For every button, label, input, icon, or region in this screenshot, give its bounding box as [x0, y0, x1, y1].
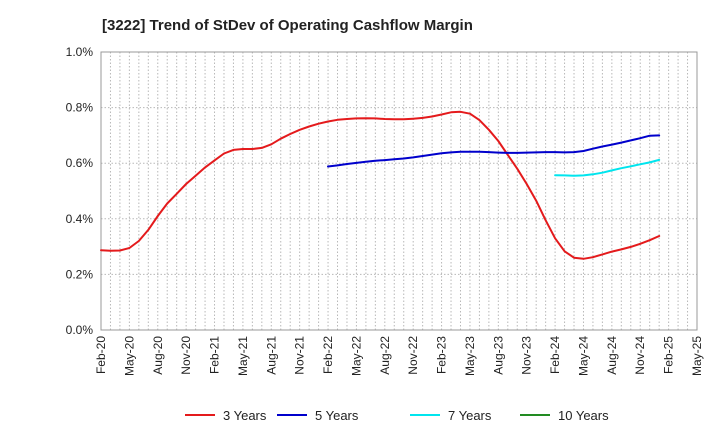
y-axis-ticks: 0.0% 0.2% 0.4% 0.6% 0.8% 1.0%: [66, 45, 94, 337]
chart-title: [3222] Trend of StDev of Operating Cashf…: [102, 17, 473, 34]
x-tick-label: Feb-22: [321, 336, 335, 374]
x-tick-label: May-21: [236, 336, 250, 376]
y-tick-label: 0.0%: [66, 323, 94, 337]
x-tick-label: Feb-20: [94, 336, 108, 374]
y-tick-label: 0.2%: [66, 267, 94, 281]
x-tick-label: Aug-20: [151, 336, 165, 375]
x-tick-label: Nov-21: [293, 336, 307, 375]
x-tick-label: Aug-22: [378, 336, 392, 375]
x-tick-label: Feb-24: [548, 336, 562, 374]
x-axis-ticks: Feb-20 May-20 Aug-20 Nov-20 Feb-21 May-21 Aug-…: [94, 336, 704, 376]
x-tick-label: May-20: [122, 336, 136, 376]
y-tick-label: 1.0%: [66, 45, 94, 59]
y-tick-label: 0.4%: [66, 212, 94, 226]
legend-label-3-years: 3 Years: [223, 408, 267, 423]
x-tick-label: Aug-23: [491, 336, 505, 375]
x-tick-label: Feb-25: [662, 336, 676, 374]
plot-frame: [100, 51, 698, 331]
x-tick-label: Nov-23: [520, 336, 534, 375]
x-tick-label: May-22: [349, 336, 363, 376]
series-line-5-years: [327, 134, 661, 168]
grid: [101, 52, 697, 330]
x-tick-label: Nov-22: [406, 336, 420, 375]
series-line-7-years: [554, 158, 661, 177]
series-line-3-years: [100, 110, 661, 260]
x-tick-label: Nov-20: [179, 336, 193, 375]
y-tick-label: 0.8%: [66, 101, 94, 115]
x-tick-label: May-25: [690, 336, 704, 376]
y-tick-label: 0.6%: [66, 156, 94, 170]
x-tick-label: Nov-24: [633, 336, 647, 375]
legend: 3 Years 5 Years 7 Years 10 Years: [185, 408, 609, 423]
series-lines: [100, 110, 661, 260]
x-tick-label: Feb-23: [435, 336, 449, 374]
x-tick-label: Aug-24: [605, 336, 619, 375]
x-tick-label: Aug-21: [264, 336, 278, 375]
x-tick-label: Feb-21: [208, 336, 222, 374]
legend-label-10-years: 10 Years: [558, 408, 609, 423]
x-tick-label: May-24: [576, 336, 590, 376]
legend-label-5-years: 5 Years: [315, 408, 359, 423]
x-tick-label: May-23: [463, 336, 477, 376]
legend-label-7-years: 7 Years: [448, 408, 492, 423]
